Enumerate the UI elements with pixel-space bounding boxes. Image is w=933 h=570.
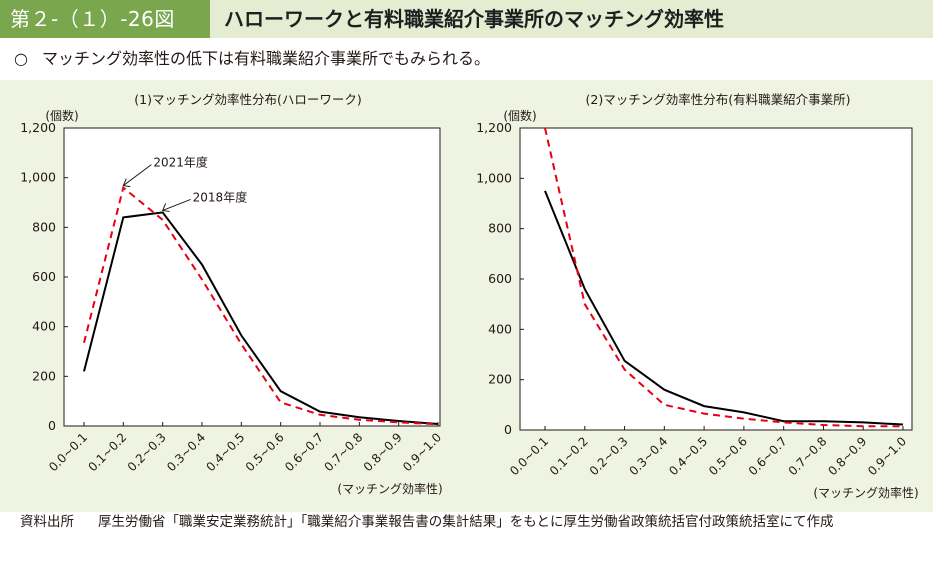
series-line-2018 — [544, 190, 904, 426]
y-tick-label: 0 — [504, 422, 512, 437]
x-tick-label: 0.3~0.4 — [164, 430, 208, 474]
plot-area-2 — [519, 127, 913, 431]
y-tick-label: 1,000 — [476, 170, 512, 185]
summary-text: マッチング効率性の低下は有料職業紹介事業所でもみられる。 — [42, 49, 491, 68]
series-line-2018 — [83, 211, 439, 425]
y-tick-label: 200 — [488, 372, 512, 387]
y-axis-label-1: (個数) — [45, 108, 78, 123]
x-tick-label: 0.0~0.1 — [507, 434, 551, 478]
y-tick-label: 200 — [32, 368, 56, 383]
x-tick-label: 0.0~0.1 — [46, 430, 90, 474]
y-tick-label: 800 — [32, 219, 56, 234]
annotation-label: 2018年度 — [193, 189, 248, 204]
y-tick-label: 800 — [488, 221, 512, 236]
x-tick-label: 0.1~0.2 — [547, 434, 591, 478]
x-tick-label: 0.5~0.6 — [243, 430, 287, 474]
plot-area-1 — [63, 127, 441, 427]
x-tick-label: 0.4~0.5 — [666, 434, 710, 478]
figure-number: 第２-（１）-26図 — [0, 0, 210, 38]
x-axis-label-1: (マッチング効率性) — [337, 481, 442, 496]
annotation-arrowhead — [161, 203, 170, 212]
charts-svg: (1)マッチング効率性分布(ハローワーク) (個数) (マッチング効率性) 0 2… — [20, 92, 918, 500]
y-tick-label: 1,000 — [20, 170, 56, 185]
source-label: 資料出所 — [20, 514, 74, 530]
x-tick-label: 0.8~0.9 — [361, 430, 405, 474]
y-tick-label: 600 — [32, 269, 56, 284]
y-tick-label: 0 — [48, 418, 56, 433]
chart-title-2: (2)マッチング効率性分布(有料職業紹介事業所) — [586, 92, 851, 107]
series-line-2021 — [544, 127, 903, 428]
y-tick-label: 1,200 — [476, 120, 512, 135]
x-tick-label: 0.1~0.2 — [85, 430, 129, 474]
y-axis-label-2: (個数) — [503, 108, 536, 123]
chart-private-agency: (2)マッチング効率性分布(有料職業紹介事業所) (個数) (マッチング効率性)… — [476, 92, 918, 500]
y-tick-label: 1,200 — [20, 120, 56, 135]
y-tick-label: 400 — [488, 321, 512, 336]
x-tick-label: 0.4~0.5 — [203, 430, 247, 474]
x-tick-label: 0.2~0.3 — [125, 430, 169, 474]
annotation-arrowhead — [122, 178, 131, 188]
x-tick-label: 0.7~0.8 — [786, 434, 830, 478]
chart-hellowork: (1)マッチング効率性分布(ハローワーク) (個数) (マッチング効率性) 0 2… — [20, 92, 444, 496]
x-tick-label: 0.6~0.7 — [746, 434, 790, 478]
figure-header: 第２-（１）-26図 ハローワークと有料職業紹介事業所のマッチング効率性 — [0, 0, 933, 38]
x-tick-label: 0.6~0.7 — [282, 430, 326, 474]
y-tick-label: 600 — [488, 271, 512, 286]
annotation-label: 2021年度 — [153, 155, 208, 170]
chart-title-1: (1)マッチング効率性分布(ハローワーク) — [134, 92, 361, 107]
x-tick-label: 0.9~1.0 — [400, 430, 444, 474]
x-tick-label: 0.2~0.3 — [587, 434, 631, 478]
x-tick-label: 0.8~0.9 — [825, 434, 869, 478]
x-tick-label: 0.9~1.0 — [865, 434, 909, 478]
x-tick-label: 0.7~0.8 — [321, 430, 365, 474]
annotation-arrow — [162, 198, 191, 211]
x-tick-label: 0.3~0.4 — [626, 434, 670, 478]
source-text: 厚生労働省「職業安定業務統計」「職業紹介事業報告書の集計結果」をもとに厚生労働省… — [98, 514, 834, 530]
summary-line: ○ マッチング効率性の低下は有料職業紹介事業所でもみられる。 — [14, 48, 490, 70]
x-axis-label-2: (マッチング効率性) — [813, 485, 918, 500]
x-tick-label: 0.5~0.6 — [706, 434, 750, 478]
figure-title: ハローワークと有料職業紹介事業所のマッチング効率性 — [210, 0, 933, 38]
annotation-arrow — [123, 164, 152, 186]
series-line-2021 — [83, 185, 439, 426]
y-tick-label: 400 — [32, 319, 56, 334]
bullet-circle: ○ — [14, 49, 28, 68]
source-note: 資料出所 厚生労働省「職業安定業務統計」「職業紹介事業報告書の集計結果」をもとに厚… — [20, 512, 920, 533]
